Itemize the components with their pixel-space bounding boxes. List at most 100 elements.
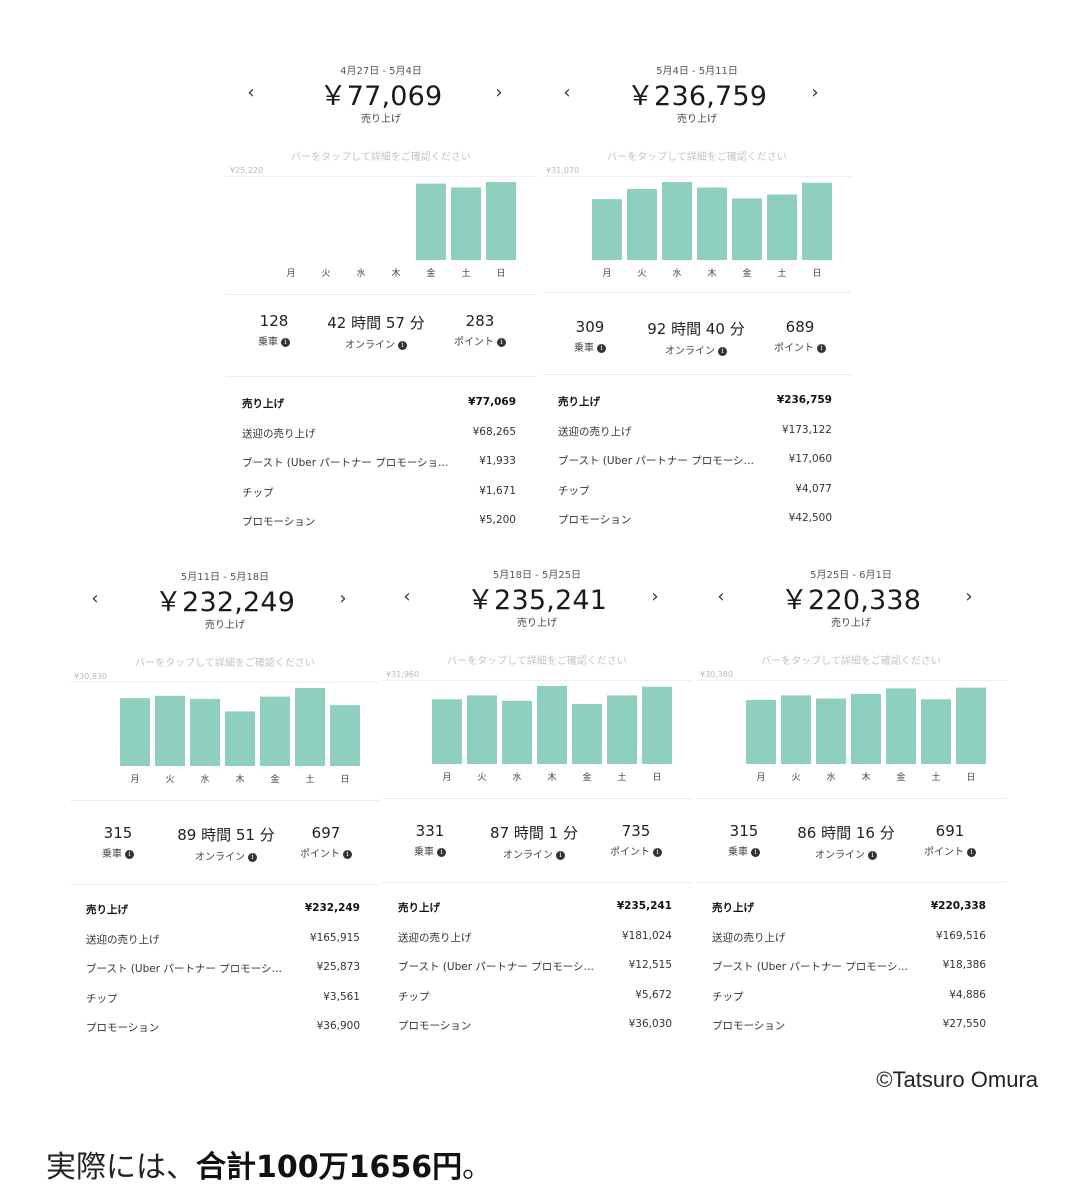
day-bar[interactable] — [416, 183, 446, 260]
stat-label[interactable]: オンライン i — [474, 846, 594, 861]
day-bar[interactable] — [432, 699, 462, 764]
summary-total: 合計100万1656円 — [196, 1150, 463, 1185]
info-icon[interactable]: i — [437, 847, 446, 857]
chevron-left-icon[interactable]: ‹ — [247, 82, 255, 103]
day-bar[interactable] — [451, 187, 481, 260]
day-bar[interactable] — [295, 688, 325, 766]
stat-label-text: ポイント — [454, 337, 494, 348]
card-header: 4月27日 - 5月4日 ‹ ￥77,069 › 売り上げ — [226, 54, 536, 144]
stat-label[interactable]: ポイント i — [448, 333, 512, 348]
info-icon[interactable]: i — [597, 343, 606, 353]
bar-chart-svg[interactable]: 月火水木金土日 — [226, 166, 536, 286]
stat-label[interactable]: オンライン i — [786, 846, 906, 861]
stat-value: 87 時間 1 分 — [490, 824, 578, 842]
chevron-right-icon[interactable]: › — [495, 82, 503, 103]
day-bar[interactable] — [260, 696, 290, 766]
bar-chart-svg[interactable]: 月火水木金土日 — [696, 670, 1006, 790]
stat-label[interactable]: 乗車 i — [244, 333, 304, 348]
stat-label[interactable]: オンライン i — [636, 342, 756, 357]
day-label: 日 — [812, 268, 821, 279]
info-icon[interactable]: i — [868, 850, 877, 860]
day-bar[interactable] — [732, 198, 762, 260]
day-bar[interactable] — [956, 687, 986, 764]
day-bar[interactable] — [120, 698, 150, 766]
info-icon[interactable]: i — [817, 343, 826, 353]
day-bar[interactable] — [642, 686, 672, 764]
info-icon[interactable]: i — [497, 337, 506, 347]
chevron-left-icon[interactable]: ‹ — [563, 82, 571, 103]
stat-label[interactable]: オンライン i — [316, 336, 436, 351]
daily-earnings-chart[interactable]: ¥30,830 月 火 水 木 金 土 日 — [70, 672, 380, 792]
chevron-right-icon[interactable]: › — [965, 586, 973, 607]
date-range: 4月27日 - 5月4日 — [340, 66, 422, 77]
info-icon[interactable]: i — [751, 847, 760, 857]
breakdown-row-fares: 送迎の売り上げ ¥173,122 — [558, 424, 832, 454]
info-icon[interactable]: i — [718, 346, 727, 356]
stat-rides: 315 乗車 i — [88, 824, 148, 860]
chevron-left-icon[interactable]: ‹ — [403, 586, 411, 607]
day-bar[interactable] — [886, 688, 916, 764]
daily-earnings-chart[interactable]: ¥31,960 月 火 水 木 金 土 日 — [382, 670, 692, 790]
day-bar[interactable] — [697, 187, 727, 260]
info-icon[interactable]: i — [653, 847, 662, 857]
stat-label[interactable]: ポイント i — [768, 339, 832, 354]
row-label: 送迎の売り上げ — [712, 931, 786, 944]
day-bar[interactable] — [190, 698, 220, 766]
total-caption: 売り上げ — [831, 618, 871, 629]
stat-label[interactable]: ポイント i — [918, 843, 982, 858]
info-icon[interactable]: i — [556, 850, 565, 860]
day-bar[interactable] — [767, 194, 797, 260]
info-icon[interactable]: i — [281, 337, 290, 347]
chevron-left-icon[interactable]: ‹ — [717, 586, 725, 607]
daily-earnings-chart[interactable]: ¥31,070 月 火 水 木 金 土 日 — [542, 166, 852, 286]
day-bar[interactable] — [802, 182, 832, 260]
day-bar[interactable] — [537, 686, 567, 764]
stat-value: 86 時間 16 分 — [797, 824, 895, 842]
stat-label[interactable]: 乗車 i — [560, 339, 620, 354]
stat-label[interactable]: オンライン i — [166, 848, 286, 863]
info-icon[interactable]: i — [125, 849, 134, 859]
chart-top-gridline — [382, 680, 692, 681]
row-label: チップ — [398, 990, 430, 1003]
day-bar[interactable] — [592, 199, 622, 260]
daily-earnings-chart[interactable]: ¥30,380 月 火 水 木 金 土 日 — [696, 670, 1006, 790]
day-bar[interactable] — [467, 695, 497, 764]
chevron-right-icon[interactable]: › — [651, 586, 659, 607]
day-label: 日 — [966, 772, 975, 783]
chevron-right-icon[interactable]: › — [811, 82, 819, 103]
stat-label[interactable]: ポイント i — [604, 843, 668, 858]
day-label: 火 — [165, 774, 174, 785]
day-bar[interactable] — [851, 693, 881, 764]
info-icon[interactable]: i — [343, 849, 352, 859]
info-icon[interactable]: i — [248, 852, 257, 862]
day-bar[interactable] — [225, 711, 255, 766]
row-label: 売り上げ — [398, 902, 440, 914]
weekly-total: ￥235,241 — [466, 585, 608, 616]
row-label: プロモーション — [86, 1022, 160, 1034]
day-bar[interactable] — [572, 703, 602, 764]
day-bar[interactable] — [816, 698, 846, 764]
day-bar[interactable] — [662, 182, 692, 260]
stat-label[interactable]: 乗車 i — [400, 843, 460, 858]
day-bar[interactable] — [155, 695, 185, 766]
info-icon[interactable]: i — [398, 340, 407, 350]
info-icon[interactable]: i — [967, 847, 976, 857]
day-bar[interactable] — [627, 189, 657, 260]
daily-earnings-chart[interactable]: ¥25,220 月 火 水 木 金 土 日 — [226, 166, 536, 286]
bar-chart-svg[interactable]: 月火水木金土日 — [70, 672, 380, 792]
day-bar[interactable] — [330, 705, 360, 766]
day-bar[interactable] — [502, 700, 532, 764]
bar-chart-svg[interactable]: 月火水木金土日 — [542, 166, 852, 286]
day-bar[interactable] — [607, 695, 637, 764]
bar-chart-svg[interactable]: 月火水木金土日 — [382, 670, 692, 790]
chevron-right-icon[interactable]: › — [339, 588, 347, 609]
day-bar[interactable] — [746, 700, 776, 764]
day-label: 月 — [602, 268, 611, 279]
stat-label[interactable]: 乗車 i — [714, 843, 774, 858]
day-bar[interactable] — [781, 695, 811, 764]
stat-label[interactable]: 乗車 i — [88, 845, 148, 860]
day-bar[interactable] — [486, 182, 516, 260]
stat-label[interactable]: ポイント i — [294, 845, 358, 860]
chevron-left-icon[interactable]: ‹ — [91, 588, 99, 609]
day-bar[interactable] — [921, 699, 951, 764]
